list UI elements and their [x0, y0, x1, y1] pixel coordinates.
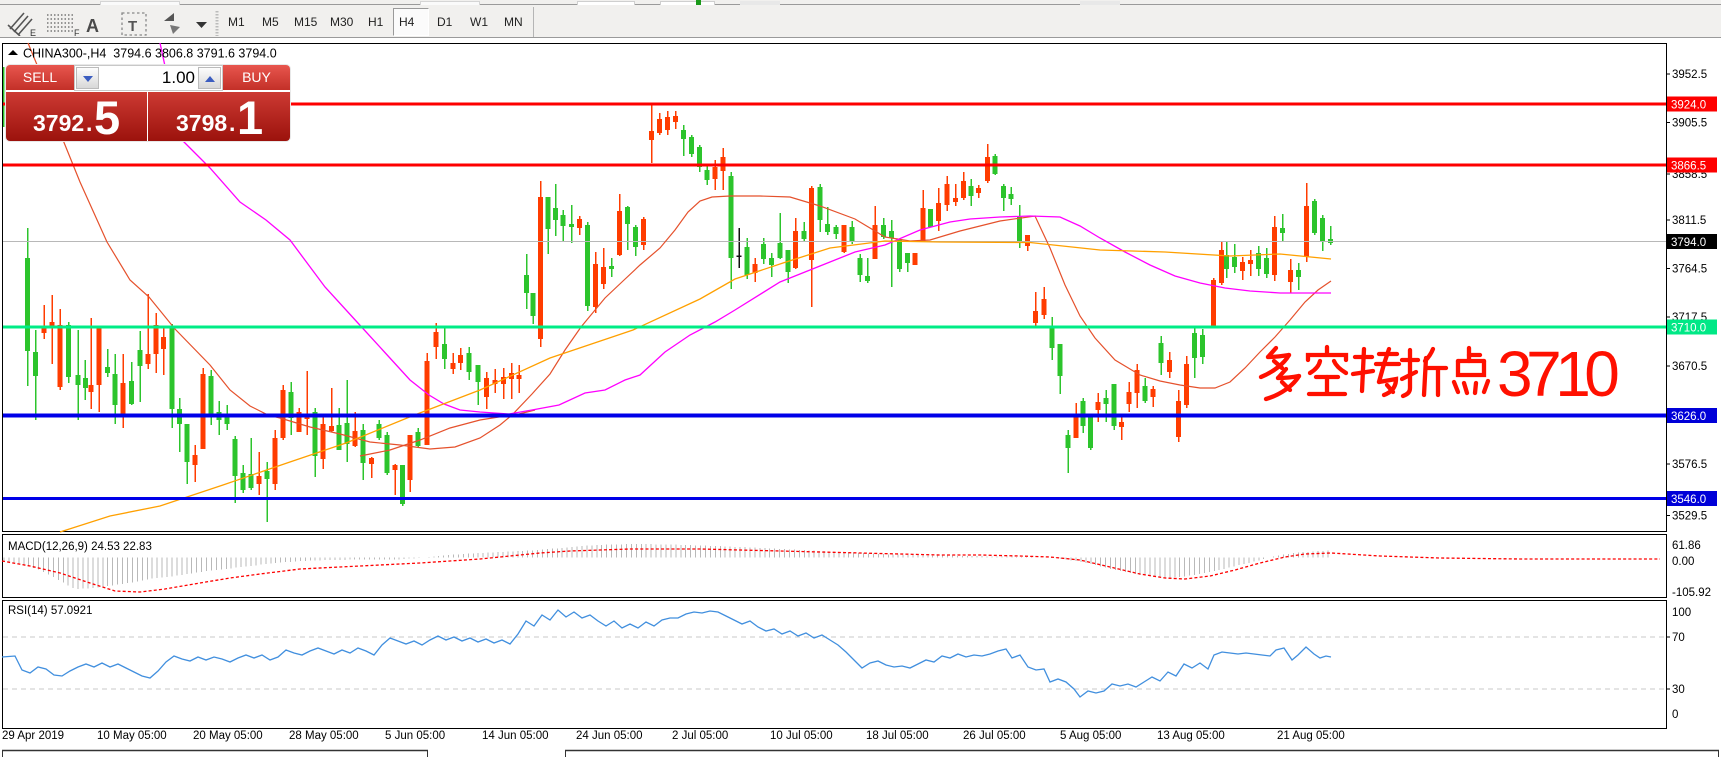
svg-text:3764.5: 3764.5 [1672, 264, 1707, 276]
svg-text:20 May 05:00: 20 May 05:00 [193, 730, 263, 742]
svg-text:3710: 3710 [1497, 338, 1618, 410]
svg-text:3905.5: 3905.5 [1672, 118, 1707, 130]
svg-text:18 Jul 05:00: 18 Jul 05:00 [866, 730, 929, 742]
svg-text:3952.5: 3952.5 [1672, 69, 1707, 81]
svg-text:E: E [30, 28, 36, 36]
svg-text:3811.5: 3811.5 [1672, 215, 1706, 227]
svg-text:28 May 05:00: 28 May 05:00 [289, 730, 359, 742]
svg-text:3576.5: 3576.5 [1672, 459, 1707, 471]
svg-text:70: 70 [1672, 632, 1685, 644]
svg-text:CHINA300-,H4 3794.6 3806.8 37: CHINA300-,H4 3794.6 3806.8 3791.6 3794.0 [23, 47, 277, 61]
svg-text:F: F [74, 28, 80, 36]
svg-text:3529.5: 3529.5 [1672, 511, 1707, 523]
svg-text:14 Jun 05:00: 14 Jun 05:00 [482, 730, 549, 742]
svg-text:3670.5: 3670.5 [1672, 361, 1707, 373]
svg-text:3794.0: 3794.0 [1671, 237, 1706, 249]
svg-text:3626.0: 3626.0 [1671, 411, 1706, 423]
svg-text:10 Jul 05:00: 10 Jul 05:00 [770, 730, 833, 742]
svg-text:-105.92: -105.92 [1672, 587, 1711, 599]
svg-text:10 May 05:00: 10 May 05:00 [97, 730, 167, 742]
svg-text:0: 0 [1672, 709, 1678, 721]
svg-text:13 Aug 05:00: 13 Aug 05:00 [1157, 730, 1225, 742]
svg-text:24 Jun 05:00: 24 Jun 05:00 [576, 730, 643, 742]
svg-text:0.00: 0.00 [1672, 556, 1694, 568]
svg-text:MACD(12,26,9) 24.53 22.83: MACD(12,26,9) 24.53 22.83 [8, 541, 152, 553]
svg-text:RSI(14) 57.0921: RSI(14) 57.0921 [8, 605, 92, 617]
svg-text:26 Jul 05:00: 26 Jul 05:00 [963, 730, 1026, 742]
svg-text:3710.0: 3710.0 [1671, 323, 1706, 335]
svg-text:3546.0: 3546.0 [1671, 494, 1706, 506]
svg-text:T: T [128, 18, 137, 35]
svg-text:A: A [86, 16, 99, 36]
svg-text:5 Aug 05:00: 5 Aug 05:00 [1060, 730, 1121, 742]
svg-text:100: 100 [1672, 607, 1691, 619]
svg-text:2 Jul 05:00: 2 Jul 05:00 [672, 730, 728, 742]
svg-text:5 Jun 05:00: 5 Jun 05:00 [385, 730, 445, 742]
svg-text:3924.0: 3924.0 [1671, 100, 1706, 112]
svg-text:29 Apr 2019: 29 Apr 2019 [2, 730, 64, 742]
svg-text:61.86: 61.86 [1672, 540, 1701, 552]
svg-text:30: 30 [1672, 684, 1685, 696]
svg-text:3866.5: 3866.5 [1671, 161, 1706, 173]
svg-text:21 Aug 05:00: 21 Aug 05:00 [1277, 730, 1345, 742]
